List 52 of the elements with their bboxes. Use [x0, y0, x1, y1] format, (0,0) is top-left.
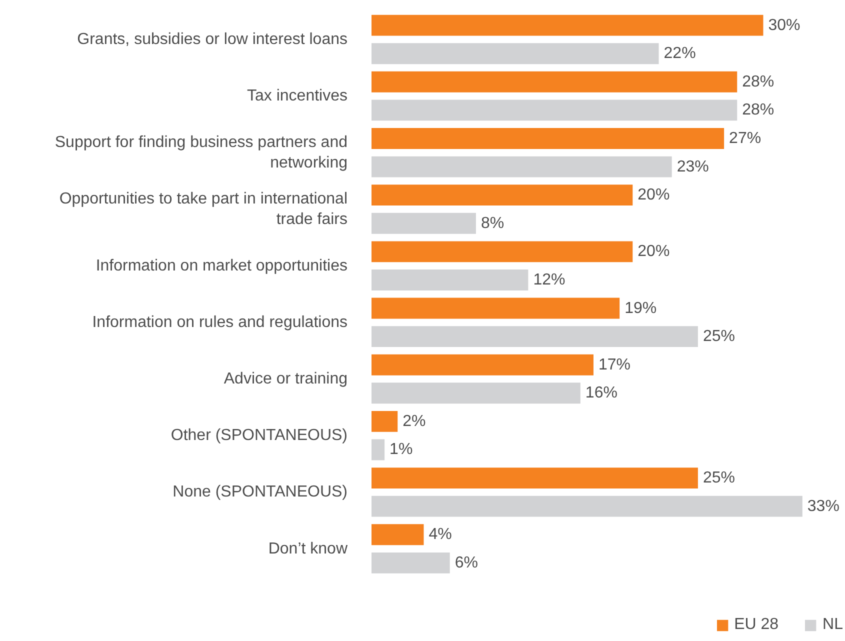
bar — [372, 184, 633, 206]
data-label: 17% — [598, 356, 631, 374]
y-tick-label: Advice or training — [224, 370, 348, 388]
bar — [372, 354, 594, 376]
bar — [372, 524, 424, 546]
data-label: 20% — [638, 243, 670, 260]
bar — [372, 71, 738, 92]
y-tick-label: Tax incentives — [247, 88, 348, 105]
data-label: 19% — [624, 300, 657, 317]
data-label: 28% — [742, 102, 774, 119]
data-label: 16% — [585, 384, 618, 402]
bar — [372, 43, 659, 64]
data-label: 27% — [729, 130, 762, 147]
data-label: 25% — [702, 328, 735, 346]
data-label: 6% — [454, 554, 478, 572]
bar — [372, 468, 698, 489]
y-tick-label: Information on market opportunities — [96, 257, 348, 274]
bar — [372, 270, 528, 290]
y-tick-label: Don’t know — [268, 540, 348, 558]
bar — [372, 241, 633, 262]
y-tick-label: Grants, subsidies or low interest loans — [77, 30, 348, 48]
bar — [372, 156, 672, 178]
data-label: 33% — [807, 498, 840, 515]
y-tick-label: Other (SPONTANEOUS) — [170, 427, 348, 444]
legend-label: NL — [822, 616, 843, 634]
data-label: 1% — [390, 441, 413, 458]
data-label: 20% — [638, 186, 670, 204]
bar — [372, 382, 580, 404]
data-label: 23% — [676, 158, 709, 176]
bar — [372, 128, 724, 149]
bar — [372, 496, 802, 517]
y-tick-label: Opportunities to take part in international trade fairs — [59, 190, 348, 228]
bar — [372, 14, 764, 36]
bar — [372, 439, 385, 460]
data-label: 8% — [480, 214, 504, 232]
data-label: 2% — [402, 412, 426, 430]
data-label: 22% — [664, 45, 696, 62]
legend-label: EU 28 — [734, 616, 779, 634]
data-label: 12% — [533, 271, 566, 288]
data-label: 30% — [768, 16, 800, 34]
bar — [372, 298, 620, 319]
bar — [372, 100, 738, 121]
data-label: 25% — [702, 470, 735, 487]
bar — [372, 326, 698, 348]
y-tick-label: None (SPONTANEOUS) — [172, 484, 348, 501]
bar — [372, 552, 450, 574]
y-tick-label: Support for finding business partners and networking — [54, 134, 348, 172]
bar — [372, 410, 398, 432]
data-label: 28% — [742, 73, 774, 90]
y-tick-label: Information on rules and regulations — [92, 314, 348, 331]
data-label: 4% — [428, 526, 452, 544]
bar — [372, 212, 476, 234]
